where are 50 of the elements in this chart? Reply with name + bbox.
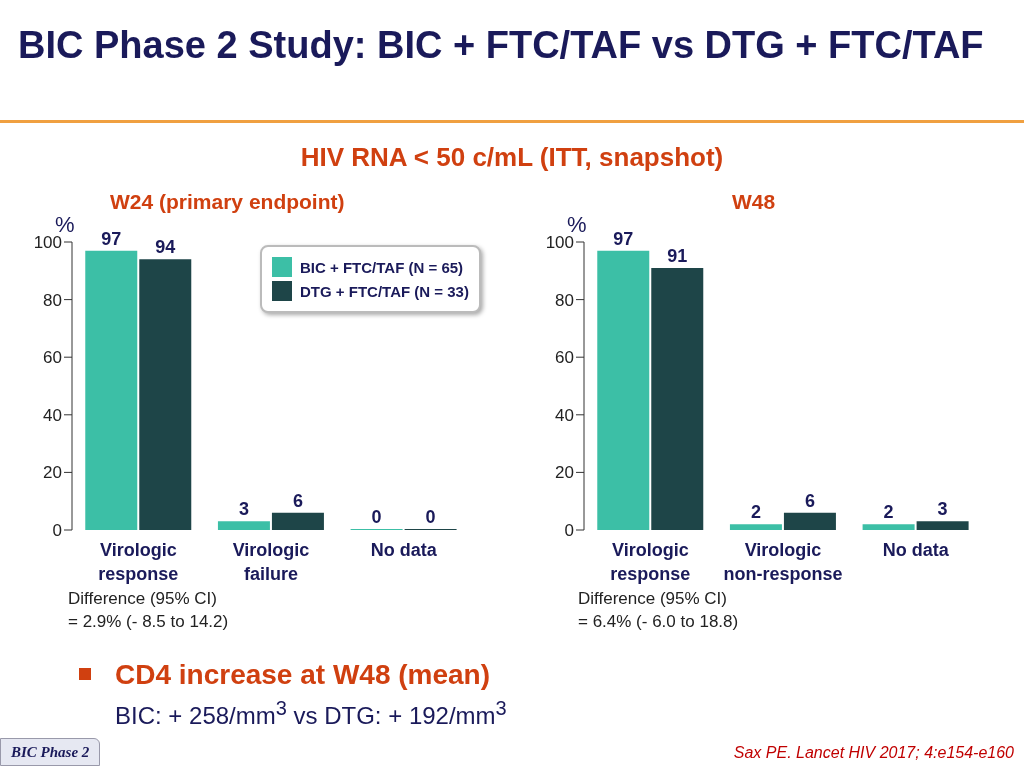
data-label: 3 — [937, 499, 948, 520]
bar — [597, 250, 650, 530]
text: CD4 increase at W48 (mean) — [115, 659, 491, 690]
text: BIC Phase 2 Study: BIC + FTC/TAF vs DTG + FTC/TAF — [18, 24, 984, 66]
x-tick-label: Virologic failure — [232, 540, 310, 584]
text: Sax PE. Lancet HIV 2017; 4:e154-e160 — [733, 744, 1014, 761]
x-tick-label: Virologic non-response — [723, 540, 843, 584]
x-tick-label: No data — [370, 540, 438, 560]
bar — [916, 521, 969, 530]
y-tick-label: 60 — [43, 348, 62, 368]
data-label: 2 — [883, 502, 894, 523]
bar — [729, 524, 782, 530]
x-tick-label: No data — [882, 540, 950, 560]
text: BIC: + 258/mm$^{3}$ vs DTG: + 192/mm$^{3}$ — [115, 697, 507, 729]
y-tick-label: 0 — [564, 521, 574, 541]
y-tick-label: 0 — [52, 521, 62, 541]
text: Difference (95% CI) = 6.4% (- 6.0 to 18.8) — [578, 589, 739, 631]
bar — [139, 259, 192, 530]
data-label: 6 — [292, 490, 303, 511]
data-label: 97 — [613, 228, 634, 249]
y-tick-label: 80 — [43, 290, 62, 310]
data-label: 97 — [101, 228, 122, 249]
y-tick-label: 40 — [555, 405, 574, 425]
y-tick-label: 20 — [555, 463, 574, 483]
bar — [217, 521, 270, 530]
data-label: 0 — [425, 507, 436, 527]
chart-title: W48 — [732, 190, 776, 214]
data-label: 91 — [667, 245, 688, 266]
x-tick-label: Virologic response — [610, 540, 691, 584]
bar — [783, 512, 836, 530]
y-tick-label: 40 — [43, 405, 62, 425]
x-tick-label: Virologic response — [98, 540, 179, 584]
legend-label: BIC + FTC/TAF (N = 65) — [299, 257, 465, 277]
legend-label: DTG + FTC/TAF (N = 33) — [299, 281, 469, 301]
chart-title: W24 (primary endpoint) — [110, 190, 345, 214]
bar — [862, 524, 915, 530]
bar — [651, 267, 704, 530]
text: Difference (95% CI) = 2.9% (- 8.5 to 14.2) — [68, 589, 229, 631]
bar — [271, 512, 324, 530]
data-label: 3 — [238, 499, 249, 520]
text: BIC Phase 2 — [11, 744, 90, 760]
text: HIV RNA < 50 c/mL (ITT, snapshot) — [300, 142, 724, 172]
y-tick-label: 20 — [43, 463, 62, 483]
y-tick-label: 80 — [555, 290, 574, 310]
y-tick-label: 60 — [555, 348, 574, 368]
data-label: 2 — [750, 502, 761, 523]
bar — [85, 250, 138, 530]
data-label: 6 — [804, 490, 815, 511]
data-label: 0 — [371, 507, 382, 527]
data-label: 94 — [155, 237, 176, 258]
